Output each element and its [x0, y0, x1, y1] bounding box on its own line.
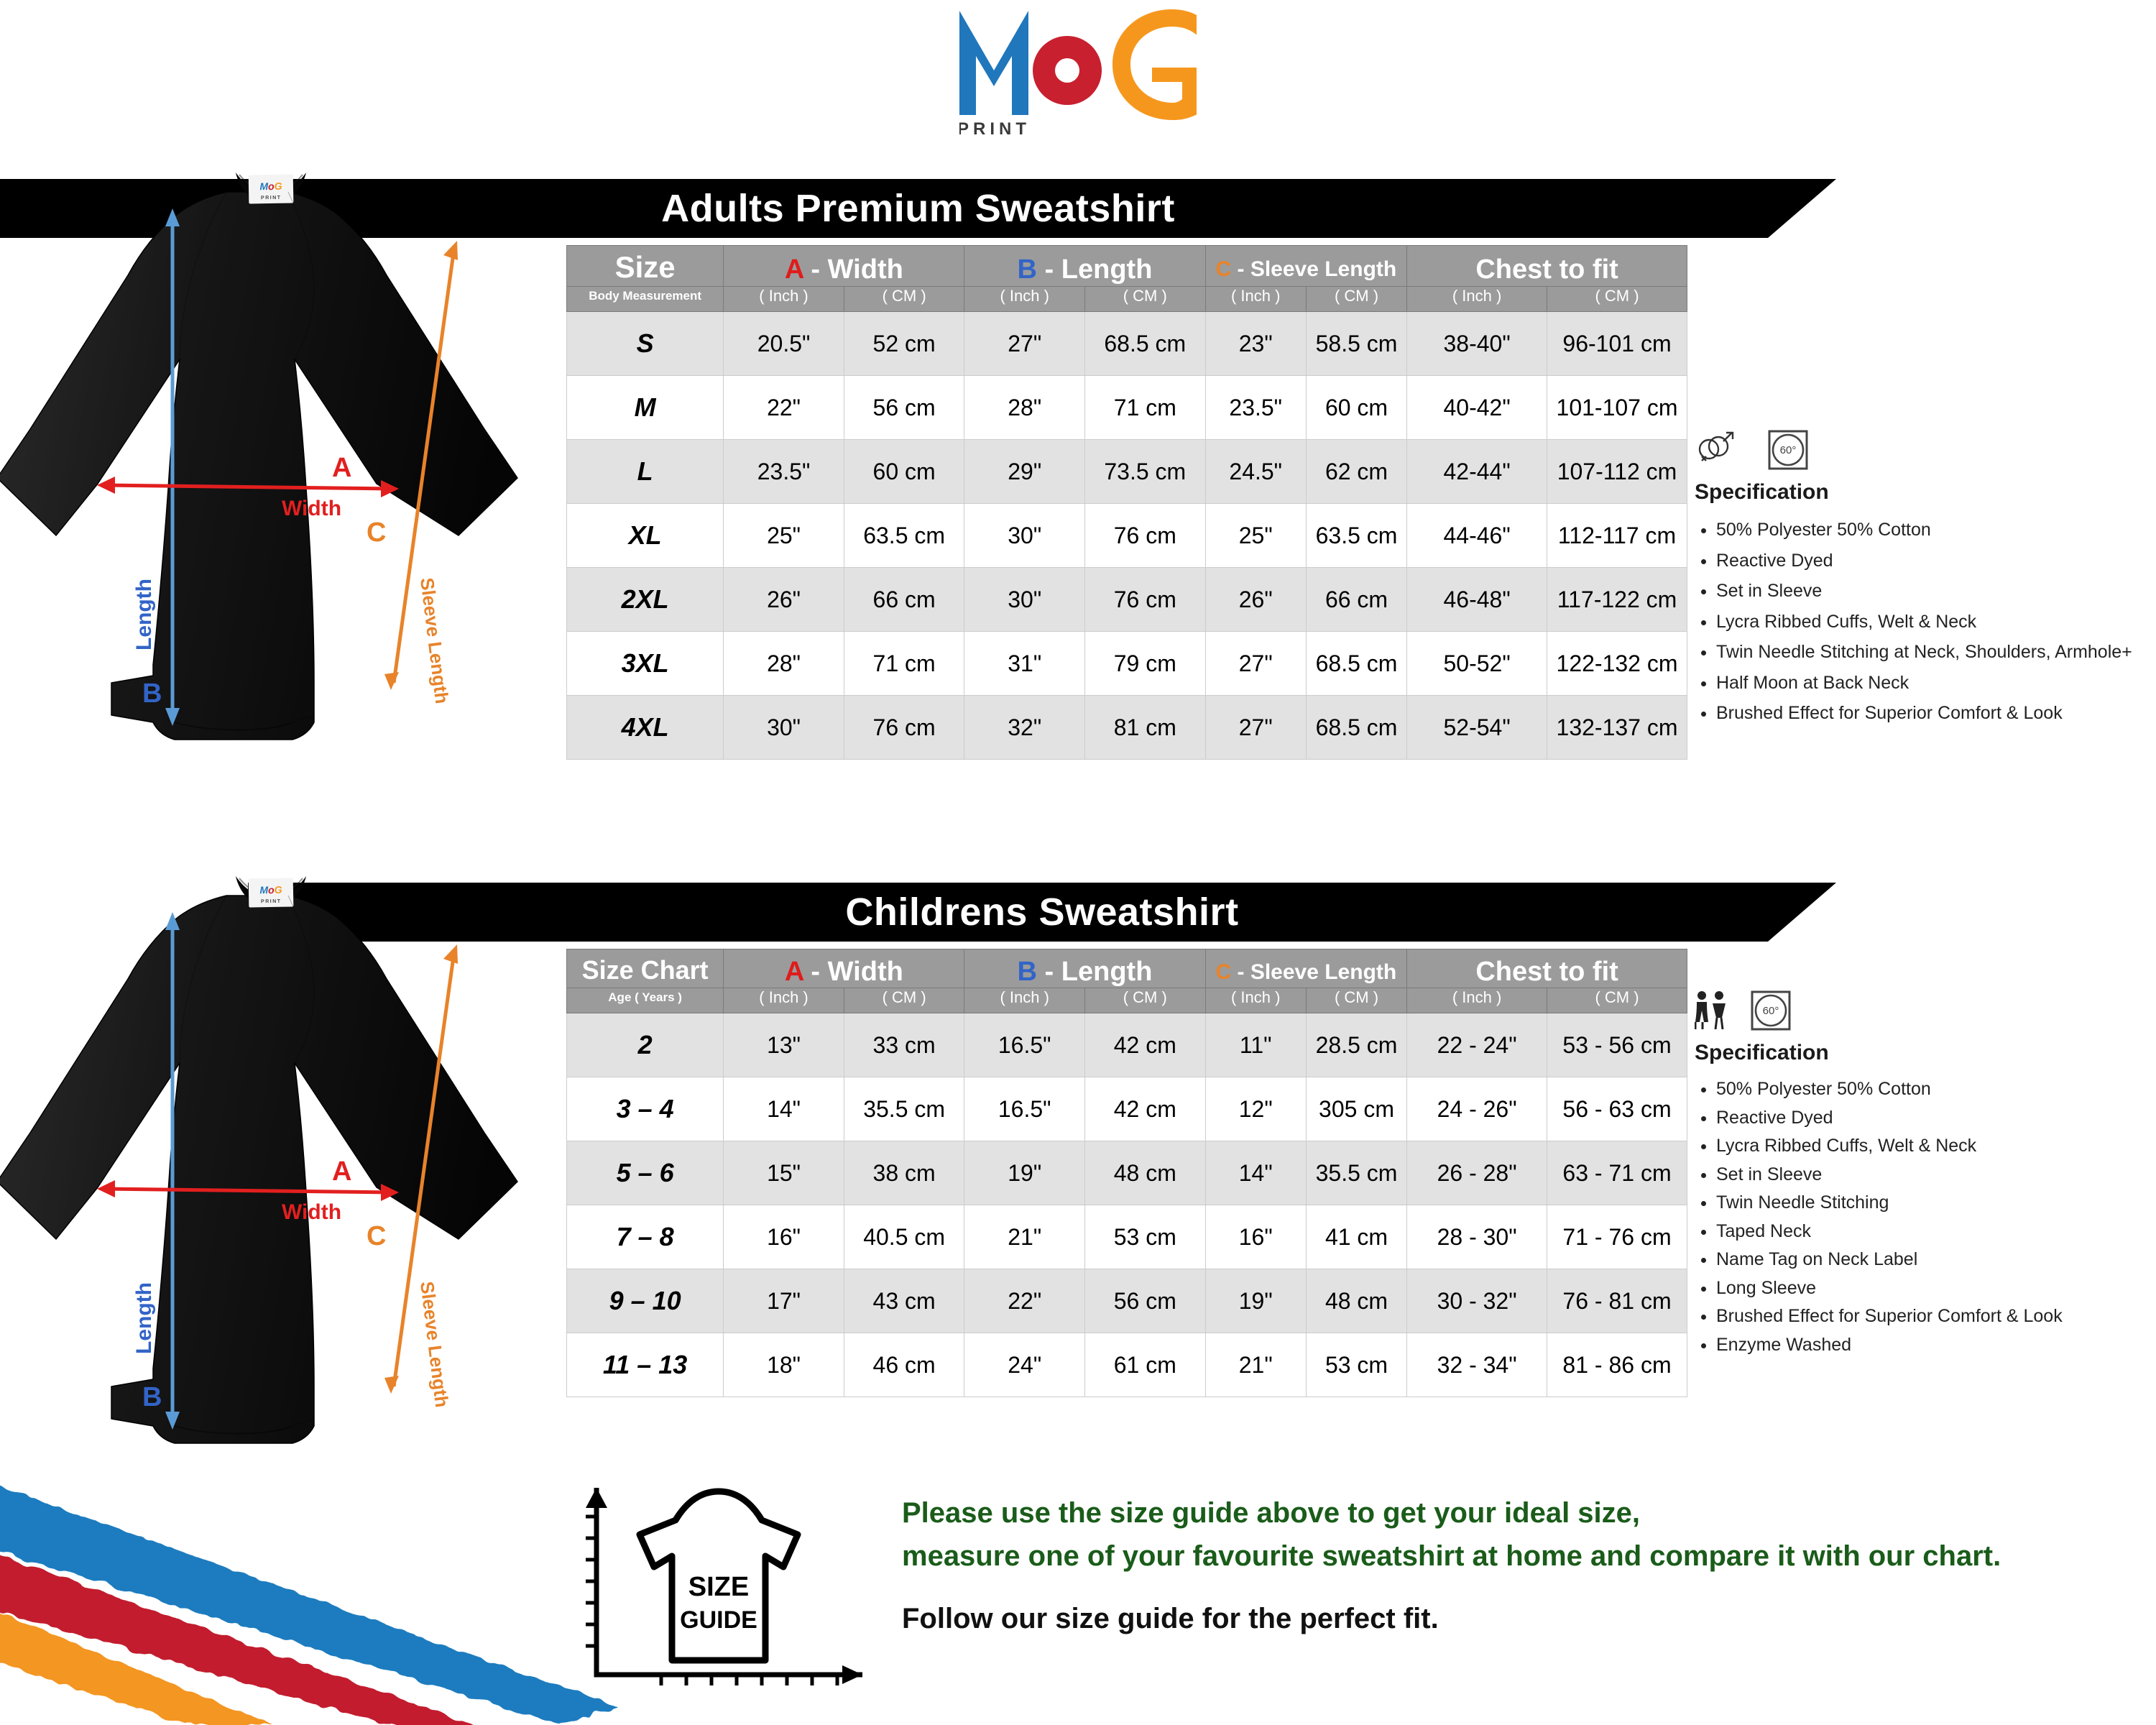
svg-text:PRINT: PRINT — [261, 196, 282, 201]
svg-text:PRINT: PRINT — [261, 899, 282, 904]
svg-text:A: A — [332, 453, 351, 483]
svg-text:MoG: MoG — [259, 180, 282, 193]
svg-text:GUIDE: GUIDE — [680, 1606, 757, 1634]
svg-text:C: C — [367, 518, 386, 548]
svg-text:PRINT: PRINT — [959, 119, 1031, 139]
svg-text:C: C — [367, 1221, 386, 1251]
svg-text:MoG: MoG — [259, 884, 282, 896]
svg-text:Width: Width — [282, 497, 341, 520]
svg-text:B: B — [142, 678, 162, 709]
svg-text:Sleeve Length: Sleeve Length — [416, 576, 453, 705]
svg-text:Sleeve Length: Sleeve Length — [416, 1280, 453, 1409]
svg-text:Length: Length — [132, 579, 156, 650]
svg-text:60°: 60° — [1763, 1005, 1779, 1017]
svg-text:60°: 60° — [1780, 444, 1797, 456]
svg-text:SIZE: SIZE — [688, 1572, 749, 1602]
svg-text:Width: Width — [282, 1200, 341, 1224]
svg-text:B: B — [142, 1382, 162, 1412]
svg-text:Length: Length — [132, 1282, 156, 1354]
svg-text:A: A — [332, 1156, 351, 1187]
